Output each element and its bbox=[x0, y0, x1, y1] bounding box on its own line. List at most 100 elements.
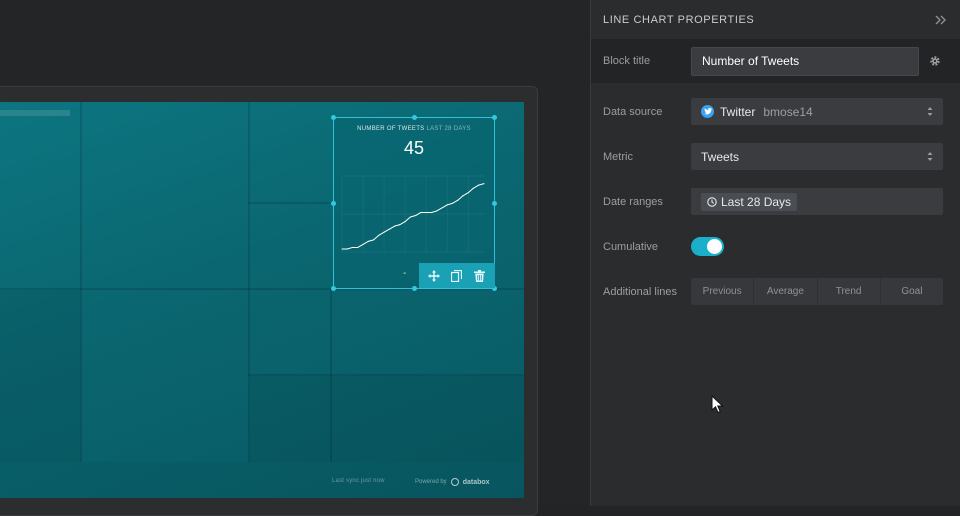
date-ranges-row: Date ranges Last 28 Days bbox=[591, 179, 960, 224]
tile-divider bbox=[248, 102, 250, 462]
resize-handle-e[interactable] bbox=[492, 201, 497, 206]
line-option-goal[interactable]: Goal bbox=[901, 286, 923, 297]
line-option-trend[interactable]: Trend bbox=[818, 278, 881, 305]
line-option-average[interactable]: Average bbox=[754, 278, 818, 305]
empty-tile[interactable] bbox=[0, 290, 80, 462]
additional-lines-group: Previous Average Trend Goal bbox=[691, 278, 943, 305]
chart-point bbox=[362, 243, 364, 245]
dashboard-canvas: Last sync just now Powered by databox NU… bbox=[0, 86, 538, 516]
data-source-row: Data source Twitter bmose14 bbox=[591, 89, 960, 134]
tile-divider bbox=[248, 374, 524, 376]
double-chevron-right-icon bbox=[935, 15, 946, 24]
additional-lines-row: Additional lines Previous Average Trend … bbox=[591, 269, 960, 314]
chart-point bbox=[404, 221, 406, 223]
widget-title: NUMBER OF TWEETS LAST 28 DAYS bbox=[334, 126, 494, 132]
widget-subtitle: LAST 28 DAYS bbox=[426, 126, 471, 132]
chart-point bbox=[378, 234, 380, 236]
chart-point bbox=[415, 214, 417, 217]
data-source-value: Twitter bmose14 bbox=[701, 105, 813, 119]
move-icon[interactable] bbox=[427, 269, 441, 283]
resize-handle-sw[interactable] bbox=[331, 286, 336, 291]
chart-point bbox=[436, 210, 438, 212]
date-range-value: Last 28 Days bbox=[721, 194, 792, 209]
chart-point bbox=[446, 204, 448, 206]
select-stepper-icon bbox=[927, 106, 933, 117]
date-range-chip[interactable]: Last 28 Days bbox=[701, 192, 798, 211]
chart-point bbox=[409, 216, 411, 218]
duplicate-icon[interactable] bbox=[450, 269, 464, 283]
chart-point bbox=[372, 239, 375, 241]
line-option-previous[interactable]: Previous bbox=[691, 278, 755, 305]
block-title-input[interactable] bbox=[691, 46, 919, 76]
chart-point bbox=[420, 211, 422, 214]
powered-by: Powered by databox bbox=[415, 478, 490, 486]
chart-point bbox=[430, 211, 433, 214]
chart-point bbox=[341, 248, 343, 250]
chart-series-line bbox=[342, 183, 485, 250]
resize-handle-w[interactable] bbox=[331, 201, 336, 206]
last-sync-status: Last sync just now bbox=[332, 478, 385, 484]
additional-lines-label: Additional lines bbox=[603, 285, 677, 298]
resize-handle-se[interactable] bbox=[492, 286, 497, 291]
chart-point bbox=[351, 246, 354, 249]
chart-point bbox=[425, 211, 427, 214]
minus-icon: - bbox=[403, 268, 407, 279]
chart-point bbox=[399, 224, 401, 226]
clock-icon bbox=[707, 196, 717, 207]
databox-logo-icon bbox=[450, 478, 459, 486]
data-source-name: Twitter bbox=[720, 104, 756, 119]
block-title-row: Block title bbox=[591, 39, 960, 83]
chart-point bbox=[451, 202, 454, 204]
chart-point bbox=[367, 240, 369, 242]
metric-select[interactable]: Tweets bbox=[691, 143, 943, 170]
panel-header: LINE CHART PROPERTIES bbox=[591, 0, 960, 39]
chart-point bbox=[383, 231, 385, 233]
tile-divider bbox=[330, 288, 332, 462]
select-stepper-icon bbox=[927, 151, 933, 162]
metric-label: Metric bbox=[603, 150, 633, 163]
line-chart bbox=[341, 175, 485, 253]
metric-row: Metric Tweets bbox=[591, 134, 960, 179]
twitter-icon bbox=[701, 105, 714, 118]
chart-point bbox=[441, 207, 443, 209]
widget-value: 45 bbox=[403, 138, 425, 158]
line-chart-widget[interactable]: NUMBER OF TWEETS LAST 28 DAYS 45 bbox=[331, 115, 497, 291]
chart-point bbox=[462, 195, 464, 197]
gear-icon[interactable] bbox=[929, 55, 941, 67]
resize-handle-nw[interactable] bbox=[331, 115, 336, 120]
tile-divider bbox=[0, 288, 524, 290]
resize-handle-n[interactable] bbox=[412, 115, 417, 120]
data-source-select[interactable]: Twitter bmose14 bbox=[691, 98, 943, 125]
empty-tile[interactable] bbox=[250, 376, 524, 462]
tile-divider bbox=[248, 202, 332, 204]
cumulative-row: Cumulative bbox=[591, 224, 960, 269]
chart-point bbox=[357, 246, 359, 249]
chart-point bbox=[388, 228, 390, 230]
data-source-label: Data source bbox=[603, 105, 663, 118]
chart-point bbox=[457, 199, 459, 201]
brand-name: databox bbox=[462, 478, 490, 486]
chart-point bbox=[483, 183, 485, 185]
chart-point bbox=[393, 225, 396, 227]
resize-handle-s[interactable] bbox=[412, 286, 417, 291]
tile-divider bbox=[80, 102, 82, 462]
resize-handle-ne[interactable] bbox=[492, 115, 497, 120]
toggle-knob bbox=[707, 239, 722, 254]
chart-point bbox=[478, 184, 480, 186]
properties-panel: LINE CHART PROPERTIES Block title Data s… bbox=[590, 0, 960, 506]
powered-by-label: Powered by bbox=[415, 479, 447, 485]
metric-value: Tweets bbox=[701, 149, 740, 164]
cumulative-label: Cumulative bbox=[603, 240, 659, 253]
chart-point bbox=[472, 187, 475, 189]
widget-toolbar bbox=[419, 263, 495, 288]
widget-title-text: NUMBER OF TWEETS bbox=[357, 126, 425, 132]
collapse-panel-button[interactable] bbox=[934, 13, 948, 27]
chart-point bbox=[467, 192, 469, 194]
data-source-account: bmose14 bbox=[763, 104, 813, 119]
glitch-artifact bbox=[0, 110, 70, 116]
cumulative-toggle[interactable] bbox=[691, 237, 724, 256]
date-ranges-field[interactable]: Last 28 Days bbox=[691, 188, 943, 215]
dashboard-footer-area bbox=[0, 462, 524, 498]
panel-title: LINE CHART PROPERTIES bbox=[603, 13, 755, 26]
trash-icon[interactable] bbox=[473, 269, 487, 283]
